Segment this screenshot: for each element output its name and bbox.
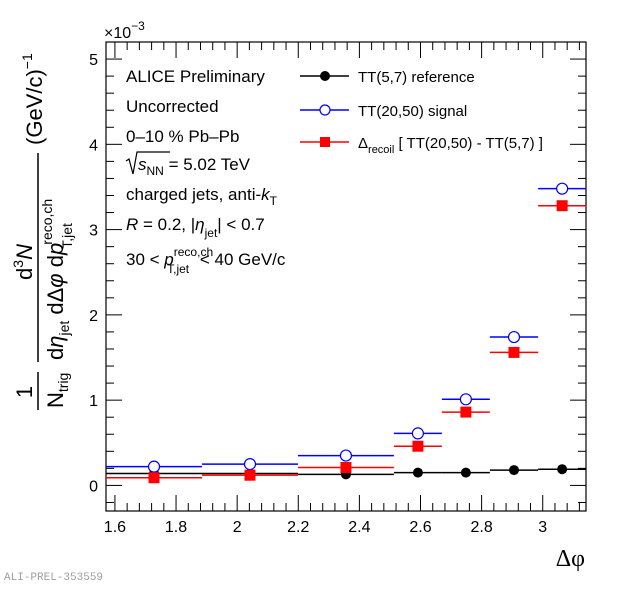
legend-label-signal: TT(20,50) signal bbox=[358, 103, 467, 120]
watermark-id: ALI-PREL-353559 bbox=[4, 572, 104, 584]
data-point bbox=[460, 467, 471, 478]
x-tick-label: 2.6 bbox=[409, 519, 431, 536]
data-point bbox=[556, 200, 568, 212]
data-point bbox=[556, 182, 569, 195]
legend-marker-filled-circle bbox=[320, 71, 330, 81]
data-point bbox=[459, 393, 472, 406]
legend-item-reference: TT(5,7) reference bbox=[300, 69, 475, 86]
x-tick-label: 3 bbox=[538, 519, 547, 536]
y-tick-label: 1 bbox=[89, 393, 98, 410]
annotation-block: ALICE Preliminary Uncorrected 0–10 % Pb–… bbox=[125, 67, 286, 276]
annotation-radius: R = 0.2, |ηjet| < 0.7 bbox=[126, 215, 265, 240]
data-point bbox=[412, 467, 423, 478]
svg-text:sNN = 5.02 TeV: sNN = 5.02 TeV bbox=[138, 155, 251, 178]
y-multiplier: ×10−3 bbox=[104, 19, 145, 42]
data-point bbox=[339, 449, 353, 462]
legend-label-recoil: Δrecoil [ TT(20,50) - TT(5,7) ] bbox=[358, 135, 543, 156]
data-point bbox=[244, 469, 256, 481]
y-title-d3n: d3N bbox=[10, 244, 37, 280]
plot-frame bbox=[105, 41, 587, 512]
legend-item-signal: TT(20,50) signal bbox=[300, 103, 467, 120]
legend: TT(5,7) reference TT(20,50) signal Δreco… bbox=[300, 69, 543, 156]
data-point bbox=[509, 465, 520, 476]
legend-item-recoil: Δrecoil [ TT(20,50) - TT(5,7) ] bbox=[300, 135, 543, 156]
annotation-jets: charged jets, anti-kT bbox=[126, 185, 278, 208]
axis-ticks bbox=[106, 41, 586, 511]
y-tick-labels: 0 1 2 3 4 5 bbox=[89, 52, 98, 495]
legend-marker-open-circle bbox=[319, 104, 331, 116]
x-tick-label: 2.8 bbox=[470, 519, 492, 536]
annotation-alice: ALICE Preliminary bbox=[126, 67, 265, 86]
annotation-sqrt-s: sNN = 5.02 TeV bbox=[125, 151, 251, 178]
x-tick-label: 1.6 bbox=[104, 519, 126, 536]
data-point bbox=[243, 458, 257, 471]
y-tick-label: 5 bbox=[89, 52, 98, 69]
y-tick-label: 3 bbox=[89, 223, 98, 240]
x-tick-label: 2.2 bbox=[287, 519, 309, 536]
x-tick-label: 1.8 bbox=[165, 519, 187, 536]
y-axis-title: 1 Ntrig d3N dηjet dΔφ dpreco,ch T,jet (Ge… bbox=[10, 53, 75, 410]
data-point bbox=[148, 472, 160, 484]
data-point bbox=[557, 464, 568, 475]
x-tick-labels: 1.6 1.8 2 2.2 2.4 2.6 2.8 3 bbox=[104, 519, 547, 536]
y-title-one: 1 bbox=[12, 386, 37, 398]
data-point bbox=[507, 330, 521, 344]
y-tick-label: 2 bbox=[89, 308, 98, 325]
annotation-uncorrected: Uncorrected bbox=[126, 97, 219, 116]
x-axis-title: Δφ bbox=[556, 546, 585, 572]
y-title-units: (GeV/c)−1 bbox=[19, 53, 47, 145]
series-layer bbox=[106, 182, 587, 484]
series-1 bbox=[106, 182, 587, 473]
y-tick-label: 4 bbox=[89, 137, 98, 154]
x-tick-label: 2 bbox=[233, 519, 242, 536]
y-title-ntrig: Ntrig bbox=[43, 373, 71, 408]
data-point bbox=[147, 460, 161, 473]
series-2 bbox=[106, 200, 587, 484]
y-tick-label: 0 bbox=[89, 478, 98, 495]
annotation-pt: 30 < preco,ch T,jet < 40 GeV/c bbox=[126, 245, 286, 276]
data-point bbox=[460, 406, 472, 418]
annotation-centrality: 0–10 % Pb–Pb bbox=[126, 127, 239, 146]
x-tick-label: 2.4 bbox=[348, 519, 370, 536]
legend-marker-filled-square bbox=[320, 137, 330, 147]
data-point bbox=[508, 346, 520, 358]
data-point bbox=[411, 427, 425, 440]
data-point bbox=[340, 462, 352, 474]
data-point bbox=[412, 440, 424, 452]
legend-label-reference: TT(5,7) reference bbox=[358, 69, 475, 86]
y-title-denominator: dηjet dΔφ dpreco,ch T,jet bbox=[39, 199, 75, 360]
